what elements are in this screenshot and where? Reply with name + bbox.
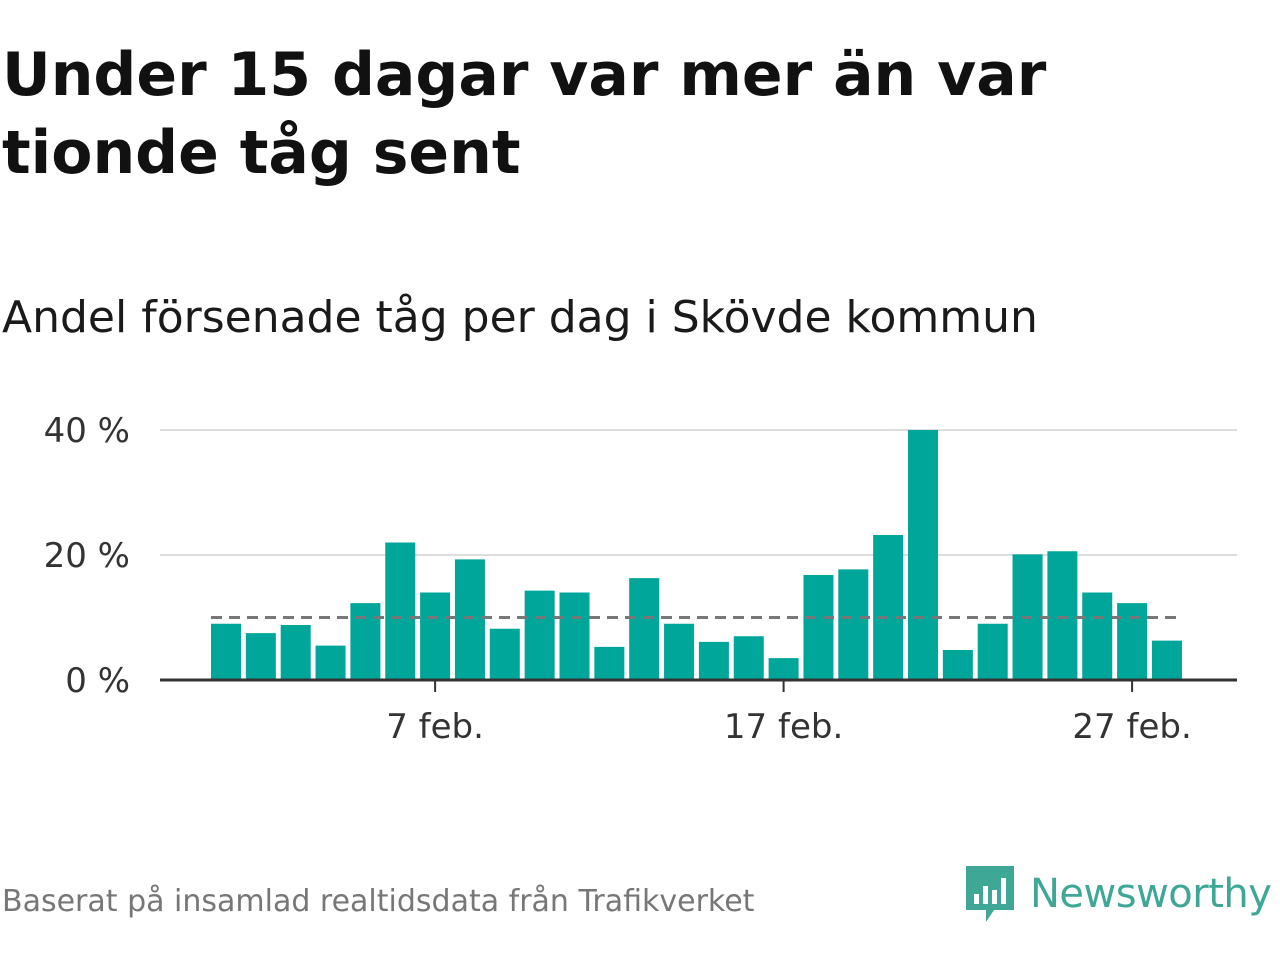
newsworthy-logo-icon bbox=[966, 866, 1014, 922]
bar-6feb bbox=[385, 542, 416, 680]
bar-20feb bbox=[873, 535, 904, 680]
bar-chart: 0 % 20 % 40 % 7 feb. 17 feb. 27 feb. bbox=[44, 411, 1237, 747]
x-tick-label: 17 feb. bbox=[724, 707, 843, 747]
bar-2feb bbox=[245, 633, 276, 680]
y-tick-label: 40 % bbox=[44, 411, 130, 451]
axes: 0 % 20 % 40 % 7 feb. 17 feb. 27 feb. bbox=[44, 411, 1237, 747]
bar-3feb bbox=[280, 625, 311, 680]
x-tick-label: 7 feb. bbox=[386, 707, 484, 747]
chart-subtitle: Andel försenade tåg per dag i Skövde kom… bbox=[2, 292, 1038, 343]
bar-17feb bbox=[768, 658, 799, 680]
bar-25feb bbox=[1047, 551, 1078, 680]
bar-8feb bbox=[454, 559, 485, 680]
bar-18feb bbox=[803, 575, 834, 680]
bar-15feb bbox=[698, 641, 729, 680]
bar-5feb bbox=[350, 603, 381, 680]
gridlines bbox=[160, 429, 1237, 556]
bar-1feb bbox=[211, 623, 241, 680]
bar-21feb bbox=[908, 430, 938, 680]
y-tick-label: 0 % bbox=[65, 661, 130, 701]
bar-4feb bbox=[315, 645, 346, 680]
bar-10feb bbox=[524, 590, 555, 680]
source-note: Baserat på insamlad realtidsdata från Tr… bbox=[2, 884, 755, 919]
bar-28feb bbox=[1151, 640, 1182, 680]
bar-23feb bbox=[977, 623, 1008, 680]
bar-11feb bbox=[559, 592, 590, 680]
y-tick-label: 20 % bbox=[44, 536, 130, 576]
bar-26feb bbox=[1082, 592, 1113, 680]
bar-22feb bbox=[942, 650, 973, 680]
bar-12feb bbox=[594, 646, 625, 680]
x-tick-label: 27 feb. bbox=[1072, 707, 1191, 747]
chart-title: Under 15 dagar var mer än var tionde tåg… bbox=[2, 40, 1047, 188]
bar-27feb bbox=[1117, 603, 1148, 680]
bar-9feb bbox=[489, 628, 520, 680]
bars bbox=[211, 430, 1182, 680]
brand-logo: Newsworthy bbox=[964, 862, 1272, 926]
bar-16feb bbox=[733, 636, 764, 680]
bar-19feb bbox=[838, 569, 869, 680]
bar-13feb bbox=[629, 578, 660, 680]
bar-7feb bbox=[420, 592, 451, 680]
bar-14feb bbox=[664, 623, 695, 680]
brand-name: Newsworthy bbox=[1030, 871, 1272, 917]
